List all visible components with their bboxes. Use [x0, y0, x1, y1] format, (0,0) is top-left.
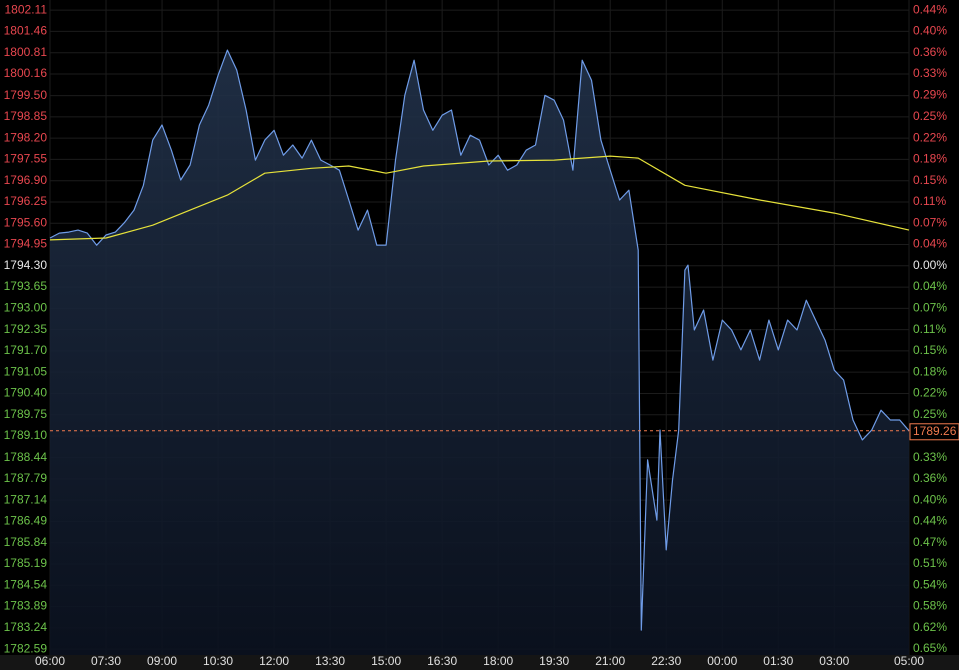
- y-tick-label: 1800.81: [4, 45, 48, 59]
- y2-tick-label: 0.04%: [913, 237, 947, 251]
- y-tick-label: 1793.65: [4, 279, 48, 293]
- y2-tick-label: 0.22%: [913, 386, 947, 400]
- y2-tick-label: 0.18%: [913, 152, 947, 166]
- y2-tick-label: 0.07%: [913, 215, 947, 229]
- y-tick-label: 1785.19: [4, 556, 48, 570]
- y-tick-label: 1796.25: [4, 194, 48, 208]
- y2-tick-label: 0.25%: [913, 407, 947, 421]
- x-tick-label: 05:00: [894, 654, 924, 668]
- x-tick-label: 16:30: [427, 654, 457, 668]
- y-tick-label: 1793.00: [4, 301, 48, 315]
- x-tick-label: 15:00: [371, 654, 401, 668]
- y2-tick-label: 0.04%: [913, 279, 947, 293]
- x-axis-band: [0, 655, 959, 670]
- x-tick-label: 18:00: [483, 654, 513, 668]
- y2-tick-label: 0.00%: [913, 258, 947, 272]
- y-tick-label: 1800.16: [4, 66, 48, 80]
- y2-tick-label: 0.33%: [913, 66, 947, 80]
- y2-tick-label: 0.47%: [913, 535, 947, 549]
- y2-tick-label: 0.29%: [913, 88, 947, 102]
- x-tick-label: 19:30: [539, 654, 569, 668]
- y-tick-label: 1802.11: [5, 2, 48, 16]
- y2-tick-label: 0.15%: [913, 343, 947, 357]
- y2-tick-label: 0.11%: [913, 322, 946, 336]
- y2-tick-label: 0.33%: [913, 450, 947, 464]
- price-area: [50, 50, 909, 656]
- y2-tick-label: 0.18%: [913, 364, 947, 378]
- series-line: [49, 49, 910, 631]
- y-tick-label: 1794.95: [4, 237, 48, 251]
- y2-tick-label: 0.65%: [913, 641, 947, 655]
- x-tick-label: 13:30: [315, 654, 345, 668]
- y2-tick-label: 0.36%: [913, 471, 947, 485]
- y2-tick-label: 0.51%: [913, 556, 947, 570]
- y2-tick-label: 0.44%: [913, 514, 947, 528]
- y-tick-label: 1789.75: [4, 407, 48, 421]
- y-tick-label: 1782.59: [4, 641, 48, 655]
- y-tick-label: 1798.20: [4, 130, 48, 144]
- y-tick-label: 1799.50: [4, 88, 48, 102]
- x-tick-label: 21:00: [595, 654, 625, 668]
- y-tick-label: 1791.05: [4, 364, 48, 378]
- x-tick-label: 10:30: [203, 654, 233, 668]
- y-tick-label: 1783.89: [4, 599, 48, 613]
- y2-tick-label: 0.15%: [913, 173, 947, 187]
- y-tick-label: 1787.14: [4, 492, 48, 506]
- y2-tick-label: 0.58%: [913, 599, 947, 613]
- y2-tick-label: 0.25%: [913, 109, 947, 123]
- y-tick-label: 1783.24: [4, 620, 48, 634]
- x-tick-label: 09:00: [147, 654, 177, 668]
- x-tick-label: 03:00: [819, 654, 849, 668]
- x-tick-label: 22:30: [651, 654, 681, 668]
- x-tick-label: 07:30: [91, 654, 121, 668]
- current-price-label: 1789.26: [913, 424, 957, 438]
- y-tick-label: 1794.30: [4, 258, 48, 272]
- y-tick-label: 1787.79: [4, 471, 48, 485]
- y-tick-label: 1791.70: [4, 343, 48, 357]
- y2-tick-label: 0.11%: [913, 194, 946, 208]
- y2-tick-label: 0.44%: [913, 2, 947, 16]
- y-tick-label: 1798.85: [4, 109, 48, 123]
- y-tick-label: 1795.60: [4, 215, 48, 229]
- y2-tick-label: 0.40%: [913, 24, 947, 38]
- y-tick-label: 1797.55: [4, 152, 48, 166]
- y-tick-label: 1788.44: [4, 450, 48, 464]
- y-tick-label: 1784.54: [4, 577, 48, 591]
- y-tick-label: 1789.10: [4, 428, 48, 442]
- y-tick-label: 1785.84: [4, 535, 48, 549]
- y2-tick-label: 0.22%: [913, 130, 947, 144]
- y-tick-label: 1801.46: [4, 24, 48, 38]
- y2-tick-label: 0.62%: [913, 620, 947, 634]
- y-tick-label: 1790.40: [4, 386, 48, 400]
- y2-tick-label: 0.40%: [913, 492, 947, 506]
- y-tick-label: 1792.35: [4, 322, 48, 336]
- x-tick-label: 12:00: [259, 654, 289, 668]
- y2-tick-label: 0.54%: [913, 577, 947, 591]
- y2-tick-label: 0.07%: [913, 301, 947, 315]
- y-tick-label: 1796.90: [4, 173, 48, 187]
- current-price-box: [909, 423, 959, 441]
- series-line: [49, 155, 910, 241]
- y-tick-label: 1786.49: [4, 514, 48, 528]
- y2-tick-label: 0.36%: [913, 45, 947, 59]
- x-tick-label: 01:30: [763, 654, 793, 668]
- x-tick-label: 06:00: [35, 654, 65, 668]
- x-tick-label: 00:00: [707, 654, 737, 668]
